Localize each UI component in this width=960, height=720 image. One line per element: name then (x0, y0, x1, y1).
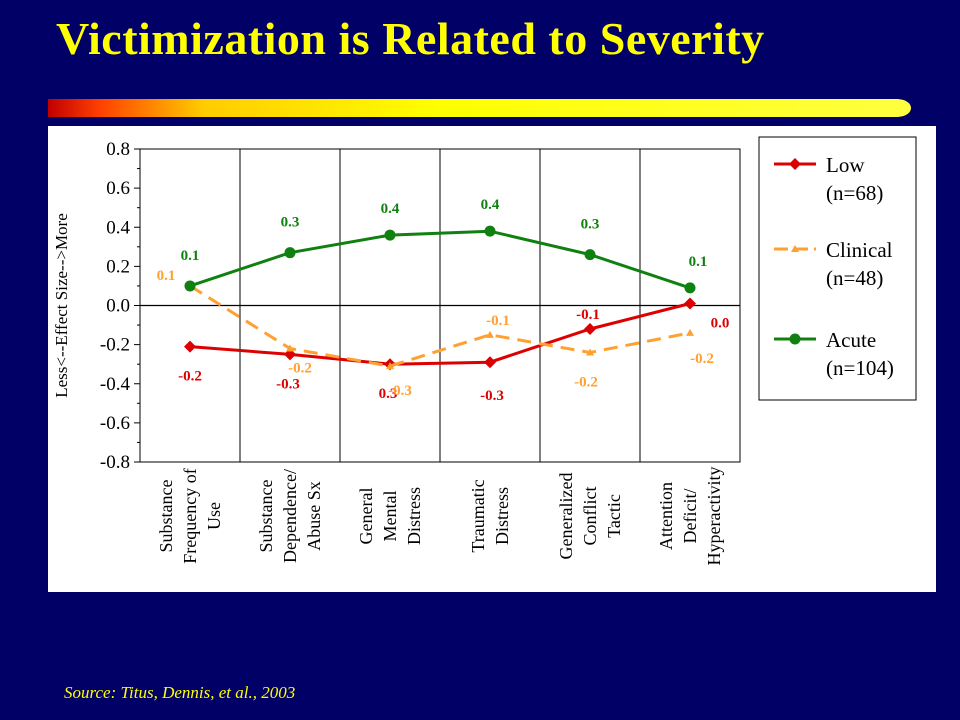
x-category-label: Generalized (556, 473, 576, 560)
data-label: -0.2 (288, 361, 312, 377)
x-category-label: Frequency of (180, 468, 200, 563)
data-point-marker (384, 229, 396, 241)
legend-marker (789, 333, 801, 345)
x-category-label: Attention (656, 482, 676, 550)
data-point-marker (386, 362, 394, 370)
data-label: -0.1 (486, 313, 510, 329)
data-point-marker (286, 344, 294, 352)
series-line-low (189, 302, 691, 366)
legend-label: Low (826, 153, 865, 177)
data-label: 0.3 (379, 386, 398, 402)
y-tick-label: 0.0 (106, 296, 130, 317)
chart-panel: 0.8 0.6 0.4 0.2 0.0 -0.2 -0.4 -0.6 -0.8 Less<--Ef… (48, 126, 936, 592)
data-label: 0.1 (689, 254, 708, 270)
x-category-label: Mental (380, 491, 400, 542)
data-point-marker (184, 340, 196, 353)
data-label: 0.4 (481, 197, 500, 213)
x-category-label: General (356, 488, 376, 545)
line-chart: 0.8 0.6 0.4 0.2 0.0 -0.2 -0.4 -0.6 -0.8 Less<--Ef… (52, 136, 917, 566)
data-point-marker (584, 249, 596, 261)
data-label: 0.0 (711, 316, 730, 332)
data-point-marker (486, 330, 494, 338)
data-label: -0.2 (574, 374, 598, 390)
y-tick-label: 0.8 (106, 139, 130, 160)
data-point-marker (484, 356, 496, 369)
data-label: -0.1 (576, 307, 600, 323)
slide-title: Victimization is Related to Severity (56, 13, 765, 64)
data-label: -0.2 (178, 369, 202, 385)
data-point-marker (584, 322, 596, 335)
x-category-label: Substance (156, 479, 176, 552)
source-citation: Source: Titus, Dennis, et al., 2003 (64, 683, 296, 702)
data-point-marker (586, 348, 594, 356)
series-line-acute (189, 229, 691, 290)
x-category-label: Use (204, 502, 224, 530)
y-tick-label: 0.4 (106, 217, 130, 238)
title-underline-bar (48, 99, 911, 117)
legend-sample-size: (n=68) (826, 181, 883, 205)
data-point-marker (184, 280, 196, 292)
x-category-label: Conflict (580, 487, 600, 546)
x-category-label: Tactic (604, 494, 624, 538)
x-category-label: Deficit/ (680, 489, 700, 544)
x-category-label: Traumatic (468, 479, 488, 552)
data-label: -0.3 (480, 388, 504, 404)
series-line-clinical (189, 284, 691, 368)
data-label: -0.3 (388, 383, 412, 399)
data-label: 0.4 (381, 201, 400, 217)
y-tick-label: -0.8 (100, 452, 130, 473)
x-category-label: Distress (492, 487, 512, 545)
data-label: 0.3 (281, 215, 300, 231)
legend-box (758, 136, 917, 401)
legend-label: Clinical (826, 238, 893, 262)
data-point-marker (684, 297, 696, 310)
y-axis-label: Less<--Effect Size-->More (52, 213, 71, 398)
data-point-marker (684, 282, 696, 294)
y-tick-label: -0.4 (100, 374, 131, 395)
y-tick-label: 0.2 (106, 256, 130, 277)
legend-sample-size: (n=104) (826, 356, 894, 380)
data-label: -0.2 (690, 351, 714, 367)
x-category-label: Dependence/ (280, 469, 300, 563)
y-tick-label: -0.2 (100, 335, 130, 356)
x-category-label: Distress (404, 487, 424, 545)
data-label: -0.3 (276, 376, 300, 392)
data-point-marker (284, 247, 296, 259)
data-point-marker (484, 225, 496, 237)
legend-marker (789, 158, 801, 170)
y-tick-label: 0.6 (106, 178, 130, 199)
legend-label: Acute (826, 328, 876, 352)
data-point-marker (686, 328, 694, 336)
data-label: 0.3 (581, 217, 600, 233)
data-label: 0.1 (181, 248, 200, 264)
x-category-label: Abuse Sx (304, 481, 324, 551)
x-category-label: Substance (256, 479, 276, 552)
data-label: 0.1 (157, 268, 176, 284)
x-category-label: Hyperactivity (704, 467, 724, 566)
y-tick-label: -0.6 (100, 413, 130, 434)
legend-marker (791, 245, 799, 252)
legend-sample-size: (n=48) (826, 266, 883, 290)
